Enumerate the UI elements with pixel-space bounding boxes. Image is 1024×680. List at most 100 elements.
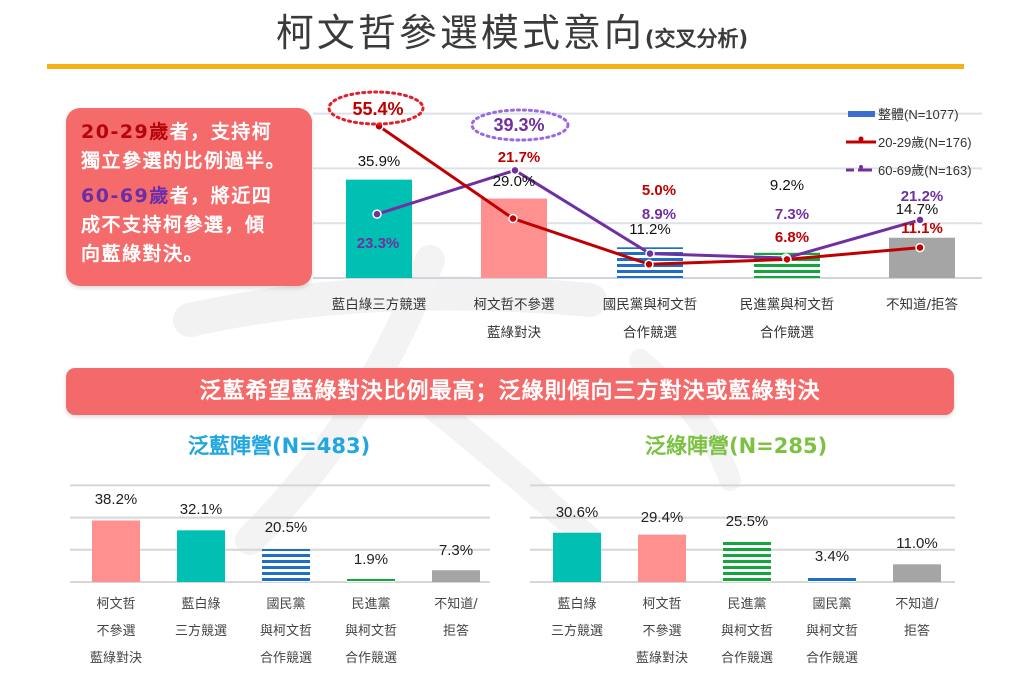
- bar-value-label: 20.5%: [265, 519, 308, 536]
- bar-value-label: 1.9%: [354, 551, 388, 568]
- x-axis-label-line: 不知道/: [434, 597, 478, 612]
- series-20-29-label: 21.7%: [498, 149, 541, 166]
- x-axis-label-line: 藍白綠: [181, 597, 221, 612]
- x-axis-label-line: 柯文哲不參選: [473, 297, 555, 313]
- legend-label: 20-29歲(N=176): [878, 135, 972, 150]
- legend-swatch-overall: [848, 111, 875, 117]
- bar-value-label: 30.6%: [556, 504, 599, 521]
- x-axis-label: 國民黨與柯文哲合作競選: [580, 291, 720, 347]
- bar-value-label: 3.4%: [815, 548, 849, 565]
- x-axis-label-line: 藍綠對決: [89, 651, 142, 666]
- series-60-69-label: 8.9%: [642, 206, 676, 223]
- bar: [347, 578, 395, 582]
- bar-value-label: 11.2%: [629, 221, 670, 238]
- x-axis-label-line: 合作競選: [805, 651, 858, 666]
- legend-label: 60-69歲(N=163): [878, 163, 972, 178]
- series-60-69-point: [510, 165, 520, 176]
- bar: [638, 534, 686, 582]
- x-axis-label-line: 國民黨與柯文哲: [602, 297, 698, 313]
- bar-value-label: 11.0%: [896, 535, 937, 552]
- bar-value-label: 35.9%: [358, 153, 401, 170]
- x-axis-label-line: 與柯文哲: [720, 624, 773, 639]
- series-20-29-label: 55.4%: [352, 99, 403, 119]
- title-underline: [47, 64, 964, 69]
- x-axis-label: 柯文哲不參選藍綠對決: [444, 291, 584, 347]
- bar: [92, 520, 140, 582]
- page-title: 柯文哲參選模式意向(交叉分析): [0, 2, 1024, 57]
- bar: [893, 564, 941, 582]
- bar: [808, 576, 856, 582]
- series-20-29-point: [508, 213, 518, 224]
- x-axis-label-line: 與柯文哲: [344, 624, 397, 639]
- pan-green-chart: 30.6% 29.4% 25.5% 3.4% 11.0%: [530, 484, 955, 583]
- callout-text: 成不支持柯參選，傾: [81, 214, 266, 236]
- pan-blue-chart: 38.2% 32.1% 20.5% 1.9% 7.3%: [70, 484, 490, 583]
- series-20-29-label: 11.1%: [901, 220, 943, 237]
- x-axis-label-line: 藍白綠: [557, 597, 597, 612]
- x-axis-label-line: 合作競選: [344, 651, 397, 666]
- series-60-69-point: [372, 209, 382, 219]
- x-axis-label-line: 與柯文哲: [259, 624, 312, 639]
- series-60-69-point: [915, 215, 925, 225]
- bar-value-label: 29.0%: [493, 173, 536, 190]
- series-60-69-label: 23.3%: [357, 235, 400, 252]
- bar-value-label: 25.5%: [726, 513, 769, 530]
- series-20-29-point: [915, 242, 925, 253]
- x-axis-label-line: 不參選: [642, 624, 682, 639]
- bar-value-label: 38.2%: [95, 491, 138, 508]
- bar-value-label: 32.1%: [180, 501, 223, 518]
- x-axis-label-line: 國民黨: [266, 597, 306, 612]
- legend-marker-20-29: [858, 136, 864, 142]
- x-axis-label-line: 三方競選: [174, 624, 227, 639]
- x-axis-label-line: 合作競選: [259, 651, 312, 666]
- callout-text: 向藍綠對決。: [81, 243, 205, 265]
- legend: 整體(N=1077) 20-29歲(N=176) 60-69歲(N=163): [846, 107, 972, 178]
- callout-age-20-29: 20-29歲: [81, 121, 170, 143]
- x-axis-label-line: 國民黨: [812, 597, 852, 612]
- bar: [553, 532, 601, 582]
- x-axis-label-line: 合作競選: [720, 651, 773, 666]
- legend-label: 整體(N=1077): [878, 107, 959, 122]
- highlight-ellipse: [470, 108, 570, 142]
- series-20-29-point: [782, 254, 792, 265]
- x-axis-label-line: 藍綠對決: [487, 325, 541, 341]
- bar: [432, 570, 480, 582]
- bar: [723, 540, 771, 582]
- x-axis-label: 民進黨與柯文哲合作競選: [702, 591, 792, 672]
- callout-text: 獨立參選的比例過半。: [81, 150, 287, 172]
- x-axis-label: 不知道/拒答: [872, 591, 962, 645]
- series-60-69-label: 7.3%: [775, 206, 809, 223]
- pan-green-chart-title: 泛綠陣營(N=285): [645, 434, 828, 458]
- x-axis-label: 不知道/拒答: [411, 591, 501, 645]
- x-axis-label: 藍白綠三方競選: [532, 591, 622, 645]
- callout-text: 者，將近四: [169, 185, 273, 207]
- bar-value-label: 7.3%: [439, 542, 473, 559]
- x-axis-label-line: 不參選: [96, 624, 136, 639]
- x-axis-label: 民進黨與柯文哲合作競選: [717, 291, 857, 347]
- callout-text: 者，支持柯: [169, 121, 273, 143]
- highlight-ellipse: [327, 90, 425, 126]
- series-20-29-label: 5.0%: [642, 182, 676, 199]
- x-axis-label-line: 民進黨: [351, 597, 391, 612]
- bar-value-label: 14.7%: [896, 201, 939, 218]
- x-axis-label: 國民黨與柯文哲合作競選: [241, 591, 331, 672]
- bar-overall: [346, 179, 412, 278]
- bar-value-label: 29.4%: [641, 509, 684, 526]
- callout-age-60-69: 60-69歲: [81, 185, 170, 207]
- x-axis-label-line: 合作競選: [623, 325, 677, 341]
- top-chart: 35.9% 29.0% 11.2% 9.2% 14.7% 55.4% 21.7% 5.0% 6.…: [313, 90, 982, 279]
- x-axis-label: 藍白綠三方競選: [156, 591, 246, 645]
- summary-banner: 泛藍希望藍綠對決比例最高；泛綠則傾向三方對決或藍綠對決: [66, 368, 954, 415]
- x-axis-label: 不知道/拒答: [852, 291, 992, 319]
- bar: [262, 548, 310, 582]
- x-axis-label-line: 與柯文哲: [805, 624, 858, 639]
- x-axis-label-line: 合作競選: [760, 325, 814, 341]
- series-60-69-label: 21.2%: [901, 188, 944, 205]
- x-axis-label-line: 柯文哲: [642, 597, 682, 612]
- x-axis-label-line: 不知道/拒答: [885, 297, 959, 313]
- title-subtitle: (交叉分析): [644, 27, 749, 51]
- x-axis-label-line: 藍白綠三方競選: [331, 297, 427, 313]
- series-20-29-label: 6.8%: [775, 229, 809, 246]
- x-axis-label-line: 拒答: [903, 624, 930, 639]
- x-axis-label-line: 藍綠對決: [635, 651, 688, 666]
